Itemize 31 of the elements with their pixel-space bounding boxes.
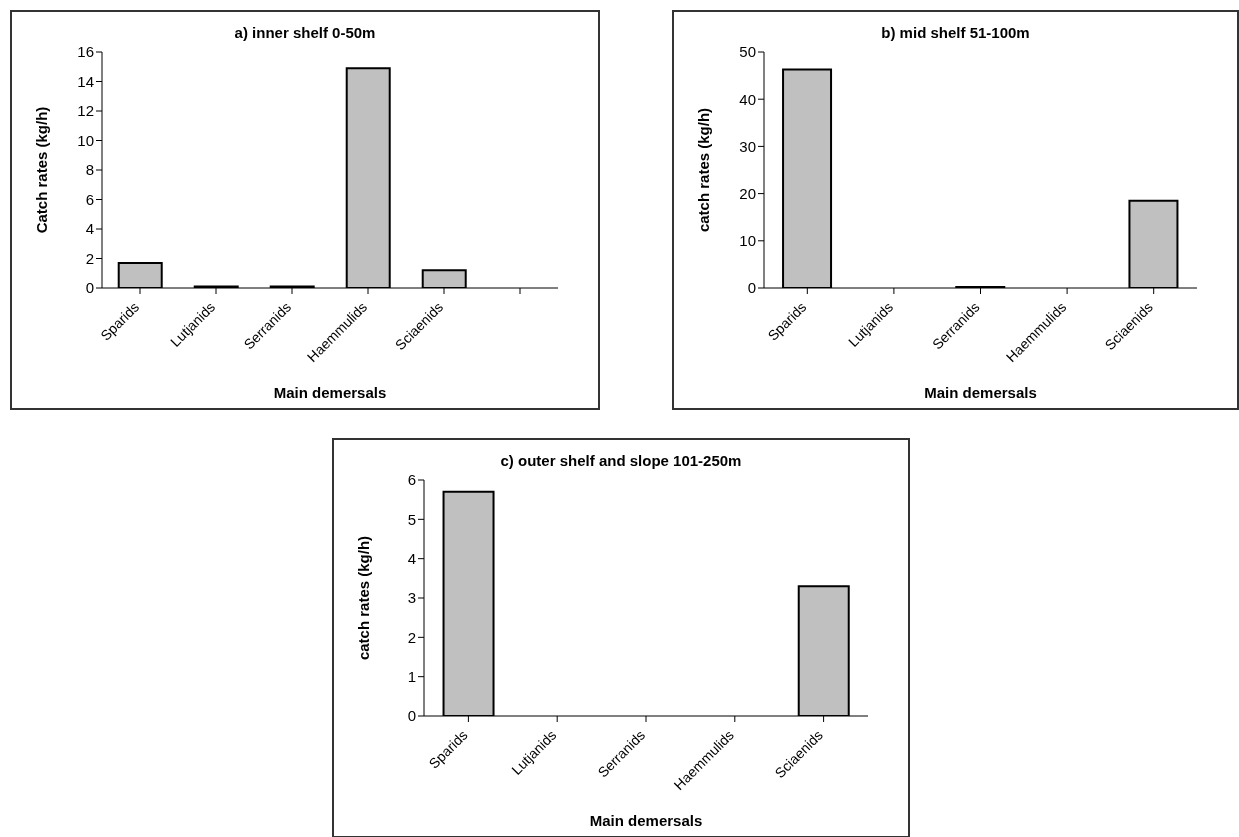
y-tick-label: 3 <box>407 589 416 607</box>
y-tick-label: 50 <box>739 43 756 61</box>
y-tick-label: 5 <box>407 510 416 528</box>
y-tick-label: 30 <box>739 137 756 155</box>
y-tick-label: 16 <box>77 43 94 61</box>
y-tick-label: 4 <box>407 549 416 567</box>
y-tick-label: 6 <box>85 190 94 208</box>
y-tick-label: 2 <box>407 628 416 646</box>
y-axis-title: catch rates (kg/h) <box>695 107 713 233</box>
x-axis-title: Main demersals <box>924 384 1037 401</box>
y-axis-title: catch rates (kg/h) <box>355 535 373 661</box>
y-tick-label: 10 <box>739 232 756 250</box>
y-tick-label: 4 <box>85 220 94 238</box>
y-axis-title: Catch rates (kg/h) <box>33 106 51 234</box>
y-tick-label: 0 <box>747 279 756 297</box>
x-axis-title: Main demersals <box>273 384 387 401</box>
y-tick-label: 0 <box>85 279 94 297</box>
y-tick-label: 0 <box>407 707 416 725</box>
y-tick-label: 10 <box>77 131 94 149</box>
y-tick-label: 6 <box>407 471 416 489</box>
y-tick-label: 40 <box>739 90 756 108</box>
y-tick-label: 20 <box>739 184 756 202</box>
y-tick-label: 14 <box>77 72 94 90</box>
x-axis-title: Main demersals <box>589 812 703 829</box>
chart-title: a) inner shelf 0-50m <box>233 24 377 41</box>
y-tick-label: 2 <box>85 249 94 267</box>
chart-title: b) mid shelf 51-100m <box>880 24 1031 41</box>
y-tick-label: 1 <box>407 667 416 685</box>
y-tick-label: 12 <box>77 102 94 120</box>
chart-title: c) outer shelf and slope 101-250m <box>499 452 743 469</box>
y-tick-label: 8 <box>85 161 94 179</box>
